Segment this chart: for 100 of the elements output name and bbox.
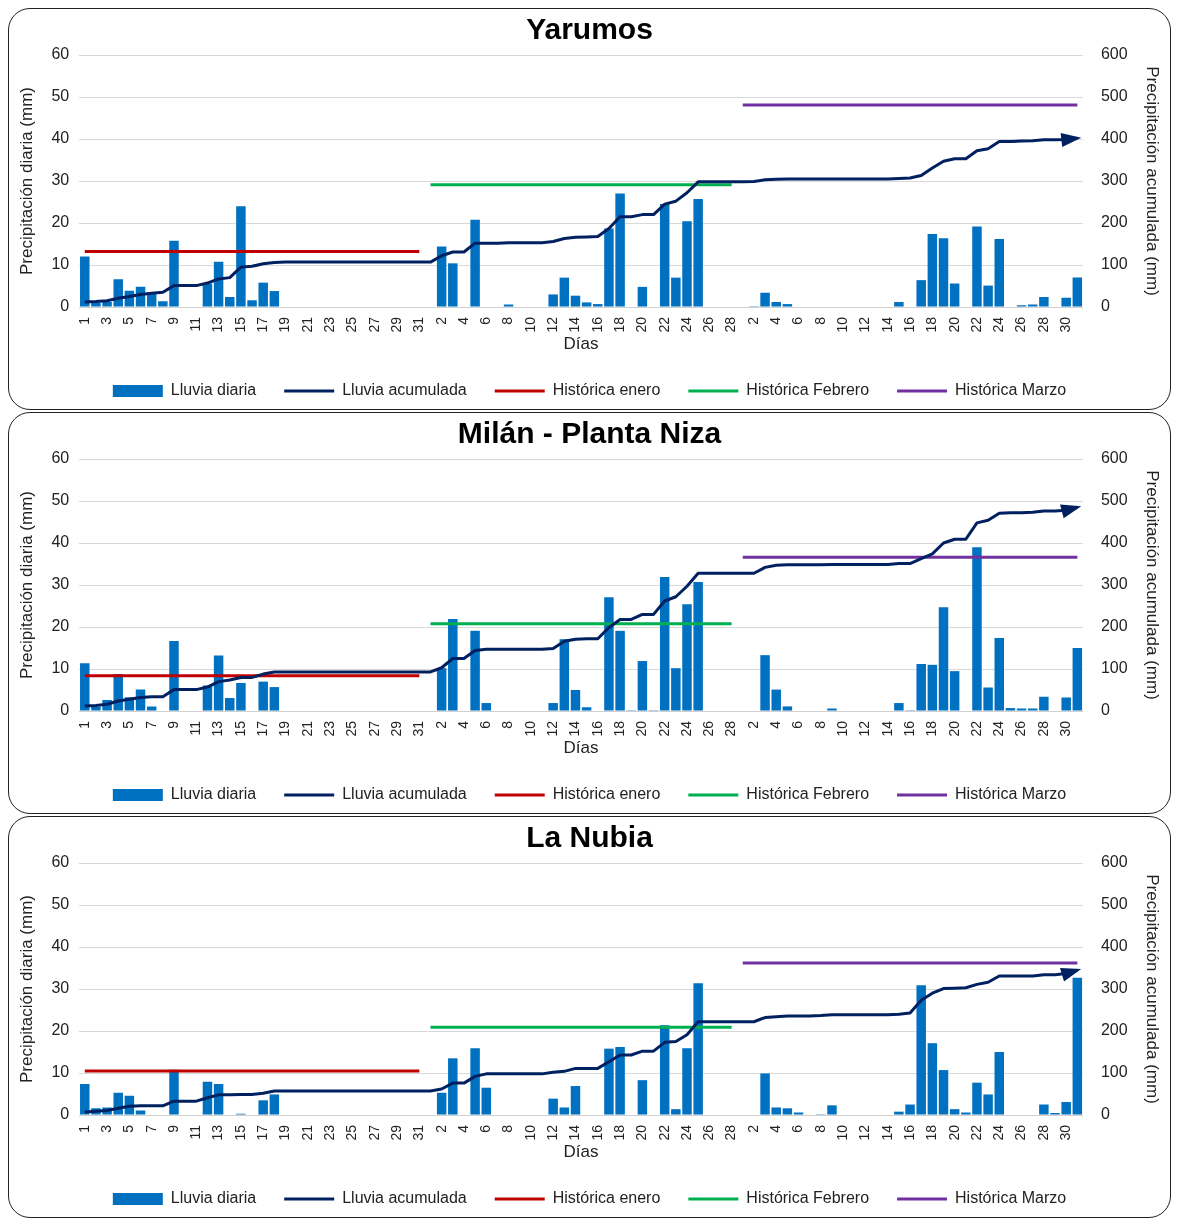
x-tick-label: 27 [365,316,382,333]
y-axis-title: Precipitación diaria (mm) [16,895,36,1084]
x-tick-label: 23 [320,316,337,333]
legend-label: Histórica Febrero [746,785,870,803]
bar [448,1058,458,1115]
x-tick-label: 25 [343,720,360,737]
y-tick-label: 0 [60,701,70,719]
chart-title: La Nubia [526,820,654,854]
y-tick-label: 10 [51,255,70,273]
x-tick-label: 26 [1012,720,1029,737]
bar [570,690,581,711]
legend-label: Histórica Febrero [746,1189,870,1207]
x-tick-label: 6 [789,316,806,325]
legend-label: Histórica Febrero [746,381,870,399]
bar [559,1107,570,1115]
x-tick-label: 13 [209,316,226,333]
y2-tick-label: 200 [1100,213,1128,231]
y-tick-label: 20 [51,1021,70,1039]
legend-label: Lluvia acumulada [342,1189,467,1207]
x-tick-label: 5 [120,720,137,729]
x-tick-label: 15 [231,720,248,737]
x-tick-label: 2 [432,720,449,729]
y-tick-label: 20 [51,213,70,231]
x-tick-label: 8 [499,316,516,325]
legend-label: Histórica enero [552,785,661,803]
x-tick-label: 18 [610,316,627,333]
bar [994,637,1004,711]
x-tick-label: 26 [700,1124,717,1141]
y2-tick-label: 500 [1100,895,1128,913]
legend-label: Histórica Marzo [955,381,1067,399]
bar [637,286,648,307]
x-tick-label: 21 [298,1124,315,1141]
x-tick-label: 7 [142,1124,159,1133]
x-tick-label: 25 [343,1124,360,1141]
bar [916,280,926,307]
x-tick-label: 16 [900,316,917,333]
x-tick-label: 12 [544,1124,561,1141]
bar [1016,708,1027,711]
x-tick-label: 13 [209,1124,226,1141]
bar [581,707,592,711]
x-tick-label: 23 [320,1124,337,1141]
x-tick-label: 14 [878,316,895,333]
x-tick-label: 28 [1034,1124,1051,1141]
bar [949,1109,960,1115]
x-tick-label: 2 [744,1124,761,1133]
y-tick-label: 0 [60,297,70,315]
y2-tick-label: 200 [1100,1021,1128,1039]
x-tick-label: 30 [1057,1124,1074,1141]
x-axis-title: Días [563,334,599,354]
bar [927,233,938,307]
x-tick-label: 22 [967,1124,984,1141]
x-tick-label: 1 [75,720,92,729]
bar [559,277,570,307]
x-tick-label: 29 [387,316,404,333]
bar [659,204,670,307]
bar [548,703,558,711]
x-tick-label: 24 [990,316,1007,333]
bar [548,1098,558,1115]
bar [481,703,491,711]
x-tick-label: 28 [722,316,739,333]
y2-tick-label: 600 [1100,45,1128,63]
y-tick-label: 40 [51,937,70,955]
x-tick-label: 17 [254,720,271,737]
y2-tick-label: 400 [1100,129,1128,147]
x-tick-label: 12 [544,316,561,333]
bar [146,706,157,711]
y-tick-label: 60 [51,45,70,63]
x-tick-label: 7 [142,316,159,325]
y2-tick-label: 100 [1100,659,1128,677]
x-tick-label: 22 [655,316,672,333]
x-tick-label: 19 [276,1124,293,1141]
y2-tick-label: 0 [1100,297,1110,315]
x-tick-label: 17 [254,316,271,333]
legend-label: Histórica enero [552,381,661,399]
y2-tick-label: 100 [1100,255,1128,273]
x-tick-label: 16 [900,1124,917,1141]
legend-label: Lluvia diaria [170,785,257,803]
bar [827,708,837,711]
y2-tick-label: 300 [1100,171,1128,189]
bar [225,698,235,711]
bar [1072,648,1083,711]
x-tick-label: 9 [164,720,181,729]
legend-label: Lluvia acumulada [342,785,467,803]
bar [548,294,558,307]
x-tick-label: 6 [477,316,494,325]
y2-axis-title: Precipitación acumulada (mm) [1143,470,1163,700]
x-tick-label: 9 [164,1124,181,1133]
x-tick-label: 18 [923,316,940,333]
x-tick-label: 18 [610,1124,627,1141]
x-tick-label: 4 [767,1124,784,1133]
bar [938,238,949,307]
bar [202,283,213,307]
bar [581,302,592,307]
x-tick-label: 26 [700,720,717,737]
x-tick-label: 20 [945,720,962,737]
x-tick-label: 15 [231,1124,248,1141]
bar [994,1052,1004,1115]
y2-axis-title: Precipitación acumulada (mm) [1143,66,1163,296]
bar [949,671,960,711]
bar [258,1100,268,1115]
